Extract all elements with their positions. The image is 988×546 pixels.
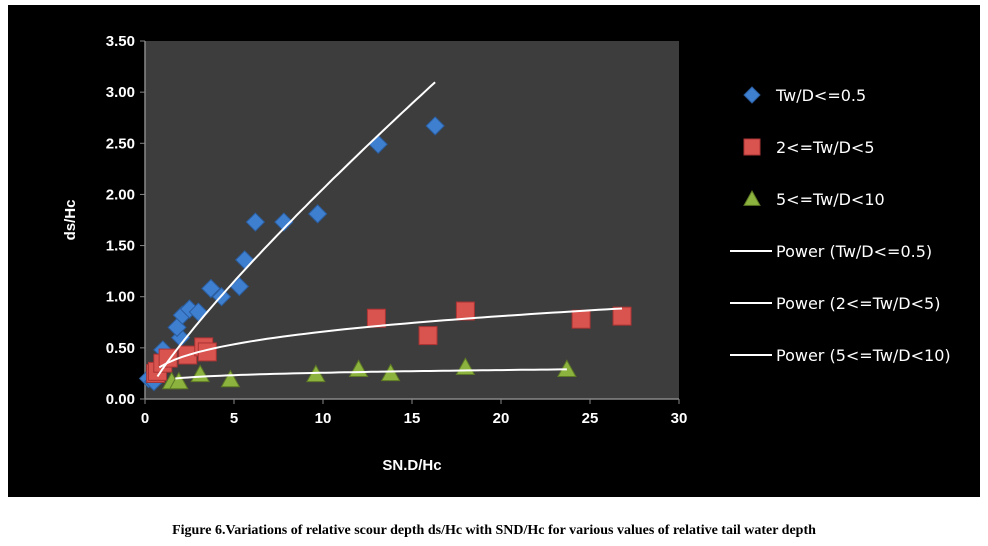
x-tick-label: 30: [671, 410, 688, 427]
data-point-square: [612, 306, 632, 326]
legend-marker-triangle: [743, 189, 761, 206]
data-point-square: [366, 308, 386, 328]
y-tick-label: 0.50: [106, 340, 135, 357]
data-point-diamond: [201, 278, 221, 299]
x-tick-label: 20: [493, 410, 510, 427]
data-point-diamond: [425, 116, 445, 136]
data-point-diamond: [245, 212, 266, 232]
y-tick-label: 3.50: [106, 33, 135, 50]
x-tick-label: 25: [582, 410, 599, 427]
data-point-triangle: [220, 369, 241, 388]
x-tick-label: 15: [404, 410, 421, 427]
x-tick-label: 0: [141, 410, 149, 427]
data-point-diamond: [274, 212, 294, 232]
legend-label: Tw/D<=0.5: [775, 86, 866, 105]
trendline: [158, 307, 623, 369]
x-axis-label: SN.D/Hc: [382, 457, 441, 474]
plot-area: [145, 41, 679, 399]
legend-label: Power (5<=Tw/D<10): [776, 346, 951, 365]
x-tick-label: 10: [315, 410, 332, 427]
y-tick-label: 1.00: [106, 289, 135, 306]
data-point-triangle: [168, 371, 189, 390]
y-tick-label: 2.50: [106, 135, 135, 152]
legend-marker-diamond: [743, 86, 761, 104]
y-tick-label: 1.50: [106, 238, 135, 255]
trendline: [156, 81, 436, 378]
legend-label: Power (2<=Tw/D<5): [776, 294, 940, 313]
data-point-square: [571, 309, 591, 329]
data-point-square: [418, 326, 438, 346]
legend-marker-square: [743, 138, 761, 156]
legend-label: Power (Tw/D<=0.5): [776, 242, 932, 261]
trendline: [175, 368, 567, 380]
figure-caption: Figure 6.Variations of relative scour de…: [172, 523, 816, 538]
y-tick-label: 3.00: [106, 84, 135, 101]
y-axis-label: ds/Hc: [62, 200, 79, 241]
legend-label: 2<=Tw/D<5: [776, 138, 875, 157]
legend-label: 5<=Tw/D<10: [776, 190, 885, 209]
data-point-diamond: [307, 204, 328, 224]
y-tick-label: 0.00: [106, 391, 135, 408]
y-tick-label: 2.00: [106, 186, 135, 203]
data-point-square: [455, 301, 475, 321]
x-tick-label: 5: [230, 410, 238, 427]
